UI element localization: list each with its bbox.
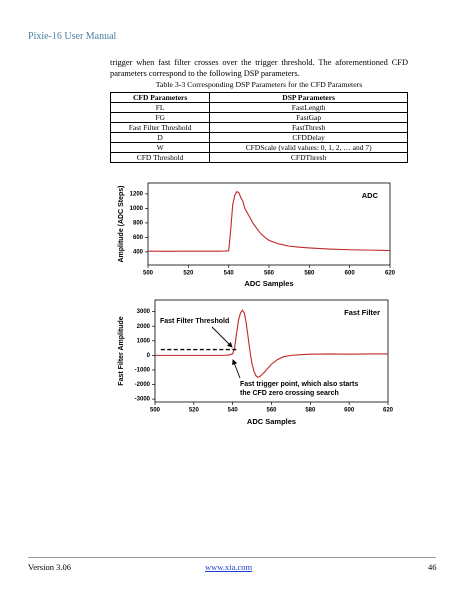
x-axis-label: ADC Samples	[244, 279, 293, 288]
table-row: CFD Threshold CFDThresh	[109, 152, 408, 163]
y-tick-label: -3000	[135, 397, 151, 403]
y-tick-label: 0	[147, 353, 151, 359]
y-tick-label: -2000	[135, 382, 151, 388]
footer-version: Version 3.06	[28, 562, 71, 572]
x-tick-label: 560	[266, 408, 277, 414]
y-tick-label: 400	[133, 250, 144, 256]
arrow	[232, 359, 241, 379]
table-cell: CFDThresh	[209, 152, 408, 163]
y-axis-label: Fast Filter Amplitude	[118, 316, 125, 385]
x-tick-label: 580	[305, 408, 316, 414]
x-tick-label: 540	[224, 271, 235, 277]
annotation: Fast trigger point, which also starts	[240, 381, 358, 388]
page-number: 46	[428, 562, 437, 572]
y-tick-label: 1000	[130, 206, 144, 212]
x-tick-label: 500	[150, 408, 161, 414]
footer-rule	[28, 557, 436, 558]
x-tick-label: 520	[183, 271, 194, 277]
x-tick-label: 620	[383, 408, 394, 414]
x-tick-label: 580	[304, 271, 315, 277]
table-caption: Table 3-3 Corresponding DSP Parameters f…	[155, 80, 363, 89]
y-tick-label: 1200	[130, 191, 144, 197]
x-tick-label: 620	[385, 271, 396, 277]
y-tick-label: 2000	[137, 324, 151, 330]
footer-link[interactable]: www.xia.com	[205, 562, 253, 572]
y-axis-label: Amplitude (ADC Steps)	[118, 186, 125, 263]
chart-title: ADC	[362, 191, 379, 200]
y-tick-label: -1000	[135, 368, 151, 374]
plot-frame	[147, 182, 391, 266]
x-tick-label: 560	[264, 271, 275, 277]
table-cell: CFD Threshold	[109, 152, 211, 163]
x-tick-label: 520	[189, 408, 200, 414]
chart-title: Fast Filter	[344, 308, 380, 317]
x-tick-label: 600	[345, 271, 356, 277]
x-tick-label: 500	[143, 271, 154, 277]
x-tick-label: 540	[228, 408, 239, 414]
y-tick-label: 800	[133, 220, 144, 226]
annotation: Fast Filter Threshold	[160, 318, 229, 325]
y-tick-label: 3000	[137, 309, 151, 315]
data-line	[148, 191, 391, 252]
x-axis-label: ADC Samples	[247, 417, 296, 426]
x-tick-label: 600	[344, 408, 355, 414]
paragraph: trigger when fast filter crosses over th…	[110, 58, 408, 78]
y-tick-label: 600	[133, 235, 144, 241]
annotation: the CFD zero crossing search	[240, 390, 339, 397]
data-line	[155, 309, 388, 378]
y-tick-label: 1000	[137, 338, 151, 344]
table: CFD Parameters DSP Parameters FL FastLength…	[109, 92, 408, 163]
header-title: Pixie-16 User Manual	[28, 31, 117, 42]
arrow	[211, 326, 233, 348]
